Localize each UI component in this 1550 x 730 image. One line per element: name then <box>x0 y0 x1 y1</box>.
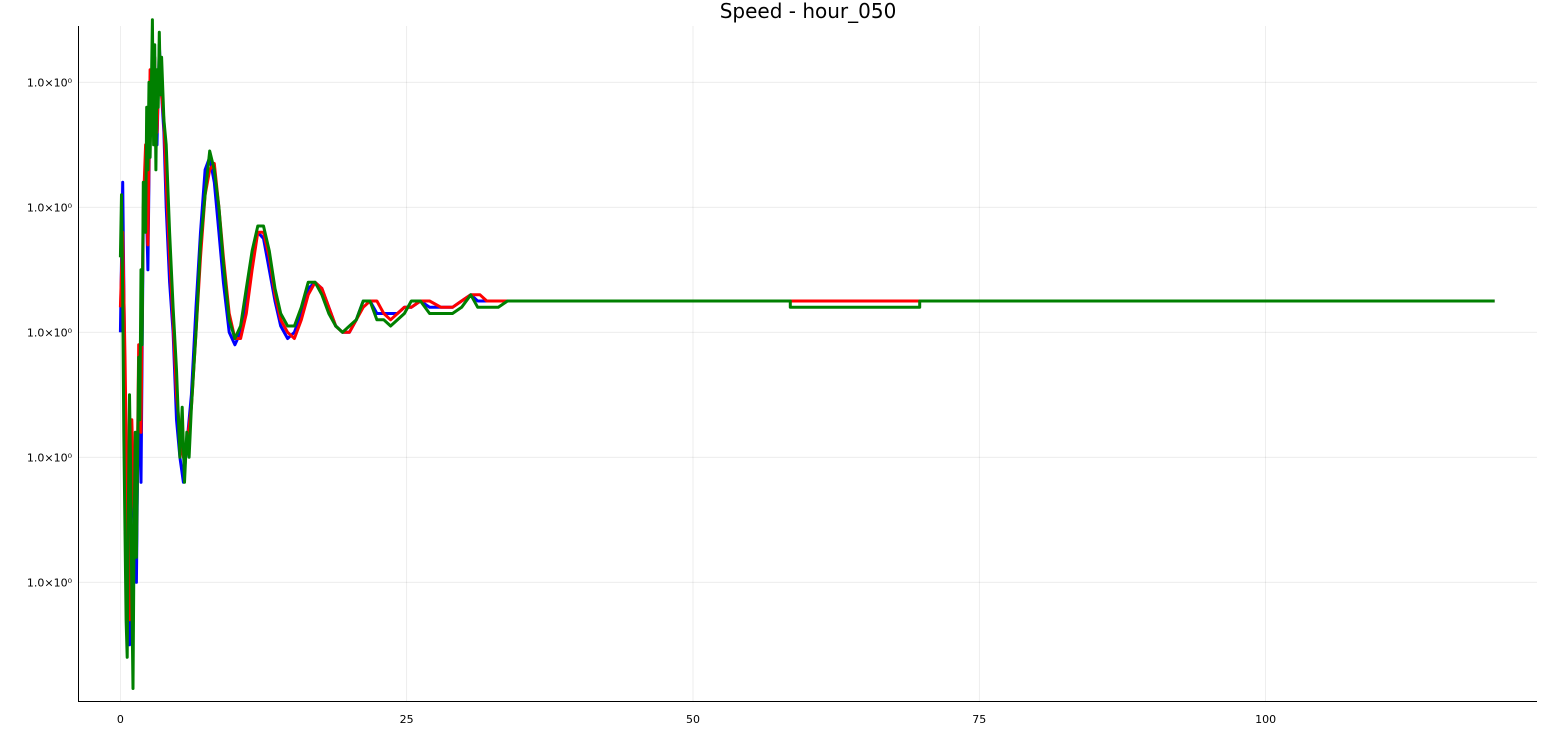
x-tick-label: 0 <box>117 713 124 726</box>
x-tick-label: 75 <box>972 713 986 726</box>
y-tick-label: 1.0×10⁰ <box>27 201 73 214</box>
x-tick-label: 50 <box>686 713 700 726</box>
y-tick-label: 1.0×10⁰ <box>27 76 73 89</box>
chart-title: Speed - hour_050 <box>720 0 897 23</box>
series-line-2 <box>118 55 1495 622</box>
y-tick-label: 1.0×10⁰ <box>27 326 73 339</box>
x-tick-label: 100 <box>1255 713 1276 726</box>
y-tick-label: 1.0×10⁰ <box>27 576 73 589</box>
y-tick-label: 1.0×10⁰ <box>27 451 73 464</box>
tick-labels: 0 25 50 75 100 1.0×10⁰ 1.0×10⁰ 1.0×10⁰ 1.0×10⁰ 1.… <box>27 76 1276 726</box>
series-line-1 <box>118 43 1495 647</box>
series-group <box>118 18 1495 690</box>
series-line-3 <box>118 18 1495 690</box>
grid <box>78 26 1537 701</box>
x-tick-label: 25 <box>400 713 414 726</box>
